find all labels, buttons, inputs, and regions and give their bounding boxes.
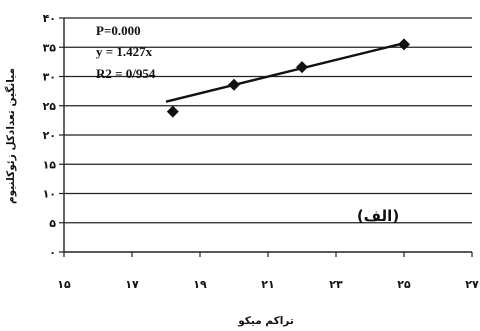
y-tick-labels: ۰ ۵ ۱۰ ۱۵ ۲۰ ۲۵ ۳۰ ۳۵ ۴۰ — [43, 12, 57, 259]
annotation-r-squared: R2 = 0/954 — [96, 66, 156, 81]
x-tick-labels: ۱۵ ۱۷ ۱۹ ۲۱ ۲۳ ۲۵ ۲۷ — [57, 278, 479, 291]
y-tick-label-10: ۱۰ — [43, 188, 56, 201]
y-axis-title: میانگین تعدادکل زئوکلنیوم — [4, 68, 17, 204]
data-points — [166, 38, 410, 118]
x-tick-label-21: ۲۱ — [261, 278, 274, 291]
x-axis-title: تراکم میکو — [237, 315, 294, 327]
data-point-0-0 — [166, 105, 179, 118]
annotation-equation: y = 1.427x — [96, 44, 153, 59]
trendline — [165, 41, 405, 103]
data-point-0-1 — [228, 78, 240, 91]
y-tick-label-40: ۴۰ — [43, 12, 56, 25]
x-tick-label-15: ۱۵ — [57, 278, 71, 291]
x-tick-label-23: ۲۳ — [329, 278, 343, 291]
y-tick-label-20: ۲۰ — [43, 129, 56, 142]
y-tick-label-25: ۲۵ — [43, 100, 57, 113]
axes — [59, 17, 473, 257]
y-tick-label-5: ۵ — [49, 217, 56, 230]
y-tick-label-15: ۱۵ — [43, 158, 57, 171]
data-point-0-2 — [296, 61, 308, 74]
trendline-group — [165, 41, 405, 103]
annotation-p-value: P=0.000 — [96, 23, 141, 38]
y-tick-label-35: ۳۵ — [43, 41, 57, 54]
y-tick-label-30: ۳۰ — [43, 71, 56, 84]
x-tick-label-17: ۱۷ — [125, 278, 139, 291]
x-tick-label-25: ۲۵ — [397, 278, 411, 291]
x-tick-label-27: ۲۷ — [465, 278, 479, 291]
y-tick-label-0: ۰ — [49, 246, 56, 259]
data-point-0-3 — [398, 38, 410, 51]
x-tick-label-19: ۱۹ — [193, 278, 207, 291]
panel-label: (الف) — [357, 207, 399, 225]
